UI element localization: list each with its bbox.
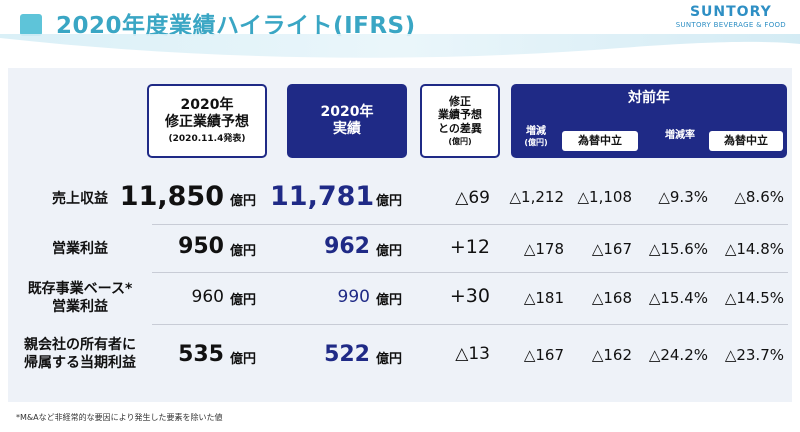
actual-header-title: 2020年 実績 <box>320 103 374 138</box>
row-label: 売上収益 <box>52 191 108 207</box>
diff-value: +30 <box>449 285 490 307</box>
yoy-rate-neutral-value: △14.5% <box>724 289 784 307</box>
actual-value: 990 <box>337 287 370 307</box>
yoy-change-neutral-value: △167 <box>591 240 632 258</box>
forecast-unit: 億円 <box>230 244 257 259</box>
yoy-rate-neutral-label: 為替中立 <box>709 131 783 151</box>
row-label: 親会社の所有者に 帰属する当期利益 <box>24 337 136 372</box>
actual-unit: 億円 <box>376 352 403 367</box>
actual-column-header: 2020年 実績 <box>287 84 407 158</box>
forecast-header-sub: (2020.11.4発表) <box>168 133 246 144</box>
diff-header-title: 修正 業績予想 との差異 <box>438 95 482 135</box>
yoy-rate-neutral-value: △14.8% <box>724 240 784 258</box>
logo-main-text: SUNTORY <box>689 4 772 20</box>
yoy-change-neutral-value: △1,108 <box>577 188 632 206</box>
diff-header-sub: (億円) <box>448 136 472 146</box>
row-label: 既存事業ベース* 営業利益 <box>27 281 133 316</box>
header-wave-decoration <box>0 34 800 68</box>
yoy-rate-value: △24.2% <box>648 346 708 364</box>
row-label: 営業利益 <box>52 241 108 257</box>
yoy-change-value: △167 <box>523 346 564 364</box>
yoy-change-neutral-label: 為替中立 <box>562 131 638 151</box>
row-divider <box>152 272 788 273</box>
yoy-rate-neutral-value: △8.6% <box>734 188 784 206</box>
title-square-icon <box>20 14 42 36</box>
yoy-rate-value: △15.4% <box>648 289 708 307</box>
forecast-value: 960 <box>191 287 224 307</box>
yoy-change-value: △1,212 <box>509 188 564 206</box>
actual-unit: 億円 <box>376 194 403 209</box>
slide-header: 2020年度業績ハイライト(IFRS) SUNTORY SUNTORY BEVE… <box>0 0 800 68</box>
actual-value: 962 <box>324 234 370 259</box>
row-divider <box>152 324 788 325</box>
yoy-rate-value: △15.6% <box>648 240 708 258</box>
actual-unit: 億円 <box>376 244 403 259</box>
yoy-rate-label: 増減率 <box>665 130 695 141</box>
yoy-change-unit: (億円) <box>524 138 548 147</box>
row-divider <box>152 224 788 225</box>
footnote: *M&Aなど非経常的な要因により発生した要素を除いた値 <box>16 413 223 422</box>
diff-column-header: 修正 業績予想 との差異 (億円) <box>420 84 500 158</box>
forecast-unit: 億円 <box>230 194 257 209</box>
yoy-rate-value: △9.3% <box>658 188 708 206</box>
yoy-change-neutral-value: △162 <box>591 346 632 364</box>
yoy-change-label: 増減 (億円) <box>516 126 556 148</box>
forecast-unit: 億円 <box>230 293 257 308</box>
forecast-value: 11,850 <box>119 181 224 212</box>
suntory-logo: SUNTORY SUNTORY BEVERAGE & FOOD <box>676 4 786 29</box>
forecast-header-title: 2020年 修正業績予想 <box>165 96 249 131</box>
forecast-value: 535 <box>178 342 224 367</box>
yoy-change-value: △178 <box>523 240 564 258</box>
forecast-column-header: 2020年 修正業績予想 (2020.11.4発表) <box>147 84 267 158</box>
yoy-change-neutral-value: △168 <box>591 289 632 307</box>
forecast-value: 950 <box>178 234 224 259</box>
actual-value: 11,781 <box>270 181 375 212</box>
logo-sub-text: SUNTORY BEVERAGE & FOOD <box>675 21 786 29</box>
forecast-unit: 億円 <box>230 352 257 367</box>
yoy-change-text: 増減 <box>526 126 546 137</box>
actual-unit: 億円 <box>376 293 403 308</box>
yoy-header-title: 対前年 <box>628 90 670 106</box>
yoy-change-value: △181 <box>523 289 564 307</box>
diff-value: △13 <box>455 344 490 364</box>
diff-value: +12 <box>449 236 490 258</box>
diff-value: △69 <box>455 188 490 208</box>
yoy-rate-neutral-value: △23.7% <box>724 346 784 364</box>
actual-value: 522 <box>324 342 370 367</box>
